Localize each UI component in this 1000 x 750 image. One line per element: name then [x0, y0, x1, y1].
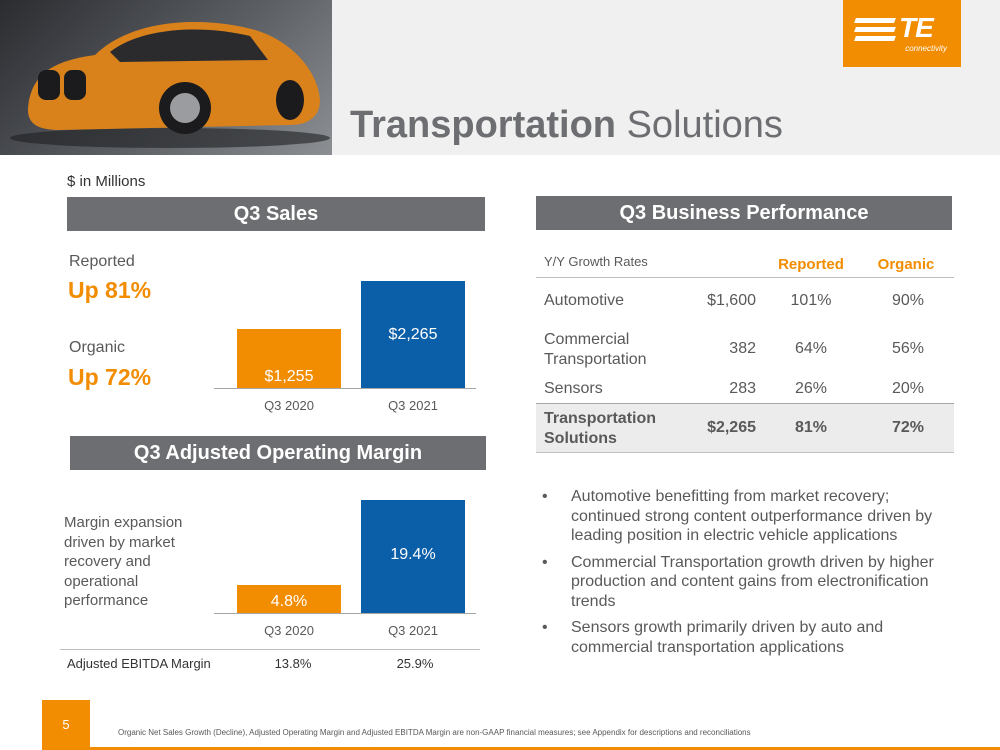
row-sales: $2,265 [707, 419, 756, 436]
organic-value: Up 72% [68, 364, 152, 390]
te-logo: TE connectivity [843, 0, 961, 67]
margin-banner: Q3 Adjusted Operating Margin [70, 436, 486, 470]
table-divider [536, 452, 954, 453]
row-name: Transportation Solutions [544, 410, 657, 447]
row-name: Commercial Transportation [544, 331, 647, 368]
x-axis-line [214, 613, 476, 614]
table-total-row: Transportation Solutions $2,265 81% 72% [536, 404, 954, 452]
bullet-item: • Automotive benefitting from market reco… [540, 487, 960, 546]
row-name: Automotive [544, 292, 625, 309]
ebitda-divider [60, 649, 480, 650]
bar-value-label: 4.8% [270, 593, 308, 610]
row-organic: 20% [891, 380, 924, 397]
row-sales: 382 [729, 340, 756, 357]
row-reported: 101% [790, 292, 832, 309]
logo-text: TE [899, 12, 934, 43]
table-row: Sensors 283 26% 20% [536, 376, 954, 404]
x-tick-label: Q3 2020 [264, 623, 314, 638]
x-axis-line [214, 388, 476, 389]
sales-banner: Q3 Sales [67, 197, 485, 231]
car-photo [0, 0, 332, 155]
bullet-dot-icon: • [542, 619, 548, 636]
performance-banner: Q3 Business Performance [536, 196, 952, 230]
bullet-item: • Commercial Transportation growth driven… [540, 553, 960, 612]
ebitda-value-2021: 25.9% [396, 656, 434, 671]
table-header: Y/Y Growth Rates Reported Organic [536, 248, 954, 278]
title-rest: Solutions [616, 104, 783, 146]
page-number: 5 [42, 700, 90, 750]
bullet-text: Sensors growth primarily driven by auto … [571, 619, 884, 656]
logo-tagline: connectivity [905, 44, 947, 53]
row-reported: 81% [794, 419, 828, 436]
row-organic: 90% [891, 292, 924, 309]
organic-label: Organic [69, 339, 126, 356]
row-reported: 64% [794, 340, 828, 357]
row-sales: 283 [729, 380, 756, 397]
bar-value-label: 19.4% [390, 546, 436, 563]
commentary-bullets: • Automotive benefitting from market reco… [540, 487, 960, 664]
bullet-dot-icon: • [542, 553, 548, 571]
bar-q3-2021 [361, 281, 465, 388]
units-note: $ in Millions [67, 173, 146, 190]
header-organic: Organic [877, 256, 935, 273]
logo-stripes-icon [854, 18, 896, 45]
bar-q3-2020 [237, 585, 341, 613]
footer-rule [90, 747, 1000, 750]
row-organic: 56% [891, 340, 924, 357]
title-bold: Transportation [350, 104, 617, 146]
ebitda-label: Adjusted EBITDA Margin [67, 656, 211, 671]
bullet-item: • Sensors growth primarily driven by auto… [540, 618, 960, 657]
row-reported: 26% [794, 380, 828, 397]
page-title: Transportation Solutions [350, 104, 783, 147]
margin-note: Margin expansion driven by market recove… [64, 514, 183, 609]
row-name: Sensors [544, 380, 603, 397]
bar-q3-2021 [361, 500, 465, 613]
table-divider [536, 403, 954, 404]
x-tick-label: Q3 2020 [264, 398, 314, 413]
reported-value: Up 81% [68, 277, 152, 303]
x-tick-label: Q3 2021 [388, 398, 438, 413]
bullet-text: Commercial Transportation growth driven … [571, 553, 934, 610]
x-tick-label: Q3 2021 [388, 623, 438, 638]
ebitda-value-2020: 13.8% [274, 656, 312, 671]
header-reported: Reported [778, 256, 844, 273]
row-organic: 72% [891, 419, 924, 436]
header-growth-label: Y/Y Growth Rates [544, 254, 648, 269]
table-row: Automotive $1,600 101% 90% [536, 278, 954, 326]
bullet-dot-icon: • [542, 488, 548, 505]
table-divider [536, 277, 954, 278]
bullet-text: Automotive benefitting from market recov… [571, 488, 933, 544]
bar-value-label: $1,255 [264, 368, 314, 385]
bar-q3-2020 [237, 328, 341, 388]
reported-label: Reported [69, 253, 135, 270]
table-row: Commercial Transportation 382 64% 56% [536, 328, 954, 374]
footnote: Organic Net Sales Growth (Decline), Adju… [118, 728, 751, 737]
row-sales: $1,600 [707, 292, 756, 309]
bar-value-label: $2,265 [388, 326, 438, 343]
